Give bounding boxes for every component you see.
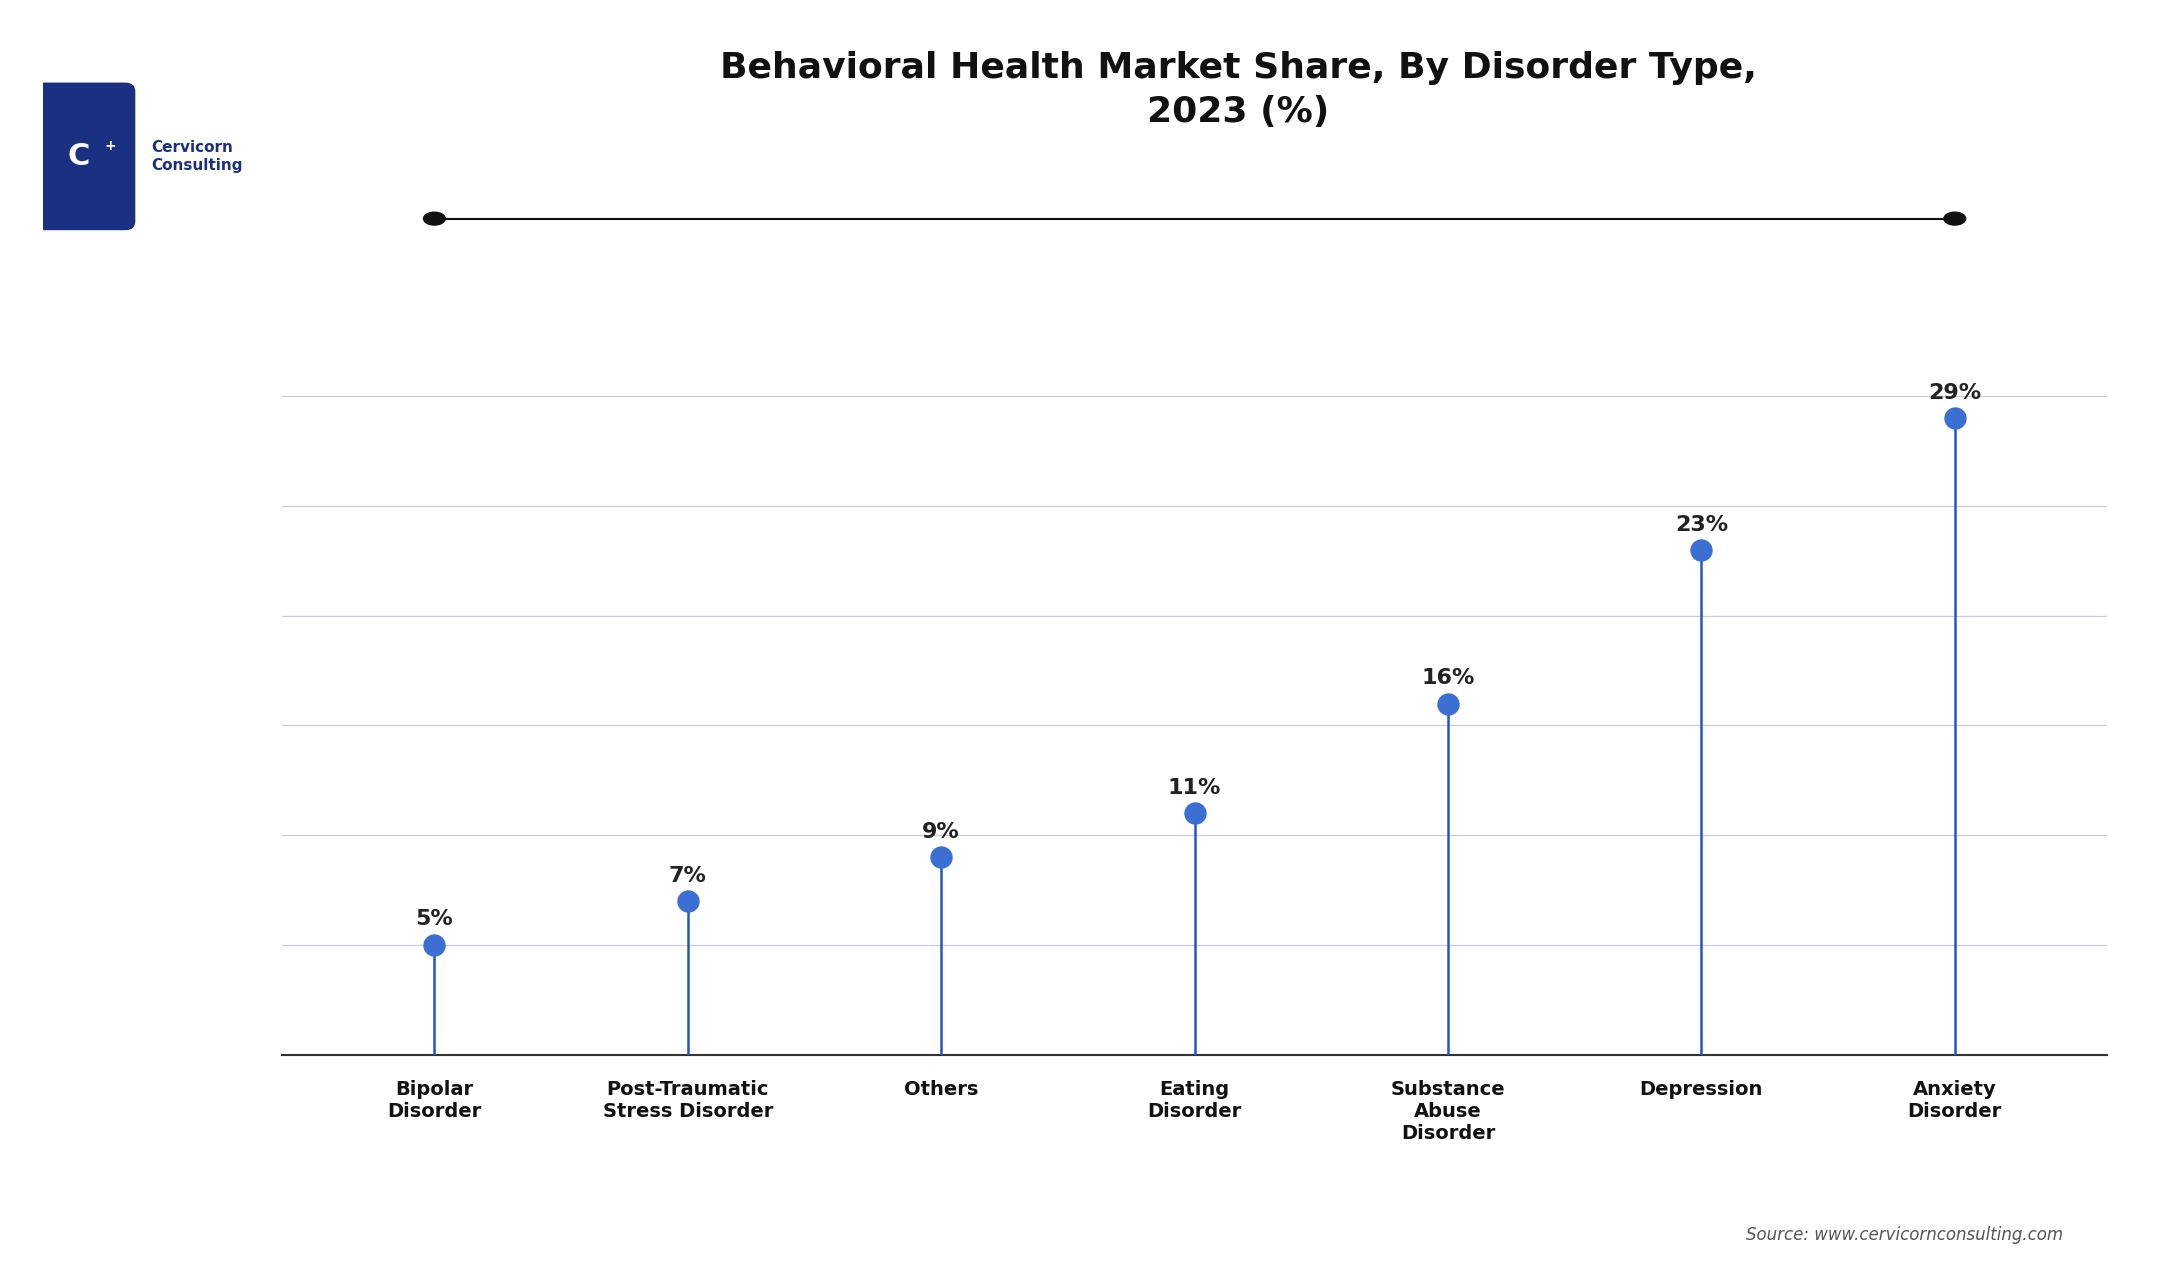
Text: 11%: 11% [1169,778,1221,797]
Point [1431,693,1466,714]
Point [1937,408,1972,428]
Point [1177,802,1212,823]
Text: 5%: 5% [415,909,454,930]
Text: 16%: 16% [1420,669,1475,688]
Text: 9%: 9% [923,822,960,842]
Point [923,846,958,867]
Text: 7%: 7% [669,865,706,886]
FancyBboxPatch shape [35,82,135,230]
Text: +: + [104,139,115,153]
Text: Cervicorn
Consulting: Cervicorn Consulting [152,140,243,174]
Text: Source: www.cervicornconsulting.com: Source: www.cervicornconsulting.com [1746,1226,2063,1244]
Point [417,935,452,955]
Text: 23%: 23% [1675,514,1729,535]
Point [671,891,706,912]
Text: 29%: 29% [1929,383,1981,403]
Point [1683,540,1718,561]
Text: Behavioral Health Market Share, By Disorder Type,
2023 (%): Behavioral Health Market Share, By Disor… [719,50,1757,130]
Text: C: C [67,141,89,171]
